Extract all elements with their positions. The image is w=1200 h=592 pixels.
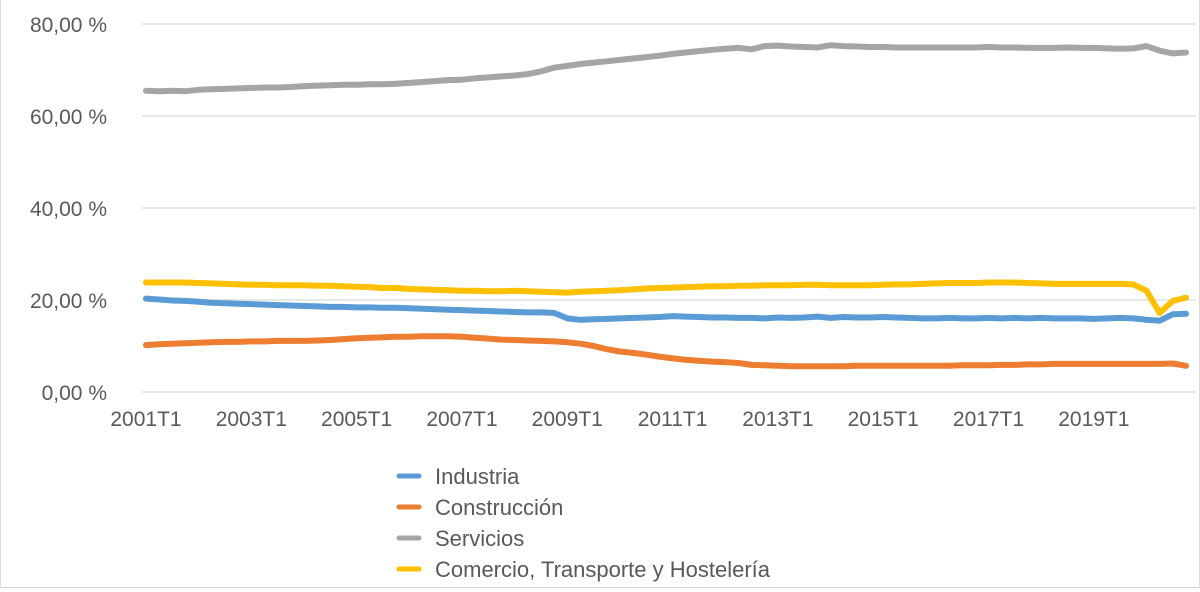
y-tick-label: 40,00 % — [30, 198, 107, 221]
x-tick-label: 2005T1 — [321, 408, 392, 431]
legend-label: Industria — [435, 464, 520, 489]
legend-label: Construcción — [435, 495, 563, 520]
gridlines — [142, 23, 1196, 393]
legend: Industria Construcción Servicios Comercio, … — [396, 464, 771, 582]
y-tick-label: 80,00 % — [30, 14, 107, 37]
legend-item: Comercio, Transporte y Hostelería — [396, 557, 771, 582]
legend-item: Construcción — [396, 495, 563, 520]
x-tick-label: 2007T1 — [426, 408, 497, 431]
y-tick-label: 0,00 % — [42, 382, 107, 405]
x-tick-label: 2017T1 — [953, 408, 1024, 431]
x-tick-label: 2001T1 — [110, 408, 181, 431]
x-tick-label: 2019T1 — [1058, 408, 1129, 431]
y-tick-label: 60,00 % — [30, 106, 107, 129]
x-tick-label: 2011T1 — [638, 408, 708, 431]
x-tick-label: 2003T1 — [216, 408, 287, 431]
series-lines — [143, 42, 1189, 370]
y-tick-label: 20,00 % — [30, 290, 107, 313]
legend-item: Industria — [396, 464, 520, 489]
x-tick-label: 2009T1 — [532, 408, 603, 431]
x-tick-label: 2015T1 — [848, 408, 919, 431]
series-line-2 — [143, 333, 1189, 370]
y-axis-tick-labels: 0,00 % 20,00 % 40,00 % 60,00 % 80,00 % — [30, 14, 107, 405]
series-line-1 — [143, 295, 1189, 324]
x-axis-tick-labels: 2001T1 2003T1 2005T1 2007T1 2009T1 2011T1 2013… — [110, 408, 1129, 431]
series-line-3 — [143, 42, 1189, 95]
legend-label: Servicios — [435, 526, 524, 551]
legend-item: Servicios — [396, 526, 524, 551]
x-tick-label: 2013T1 — [742, 408, 813, 431]
legend-label: Comercio, Transporte y Hostelería — [435, 557, 771, 582]
series-line-4 — [143, 279, 1189, 316]
